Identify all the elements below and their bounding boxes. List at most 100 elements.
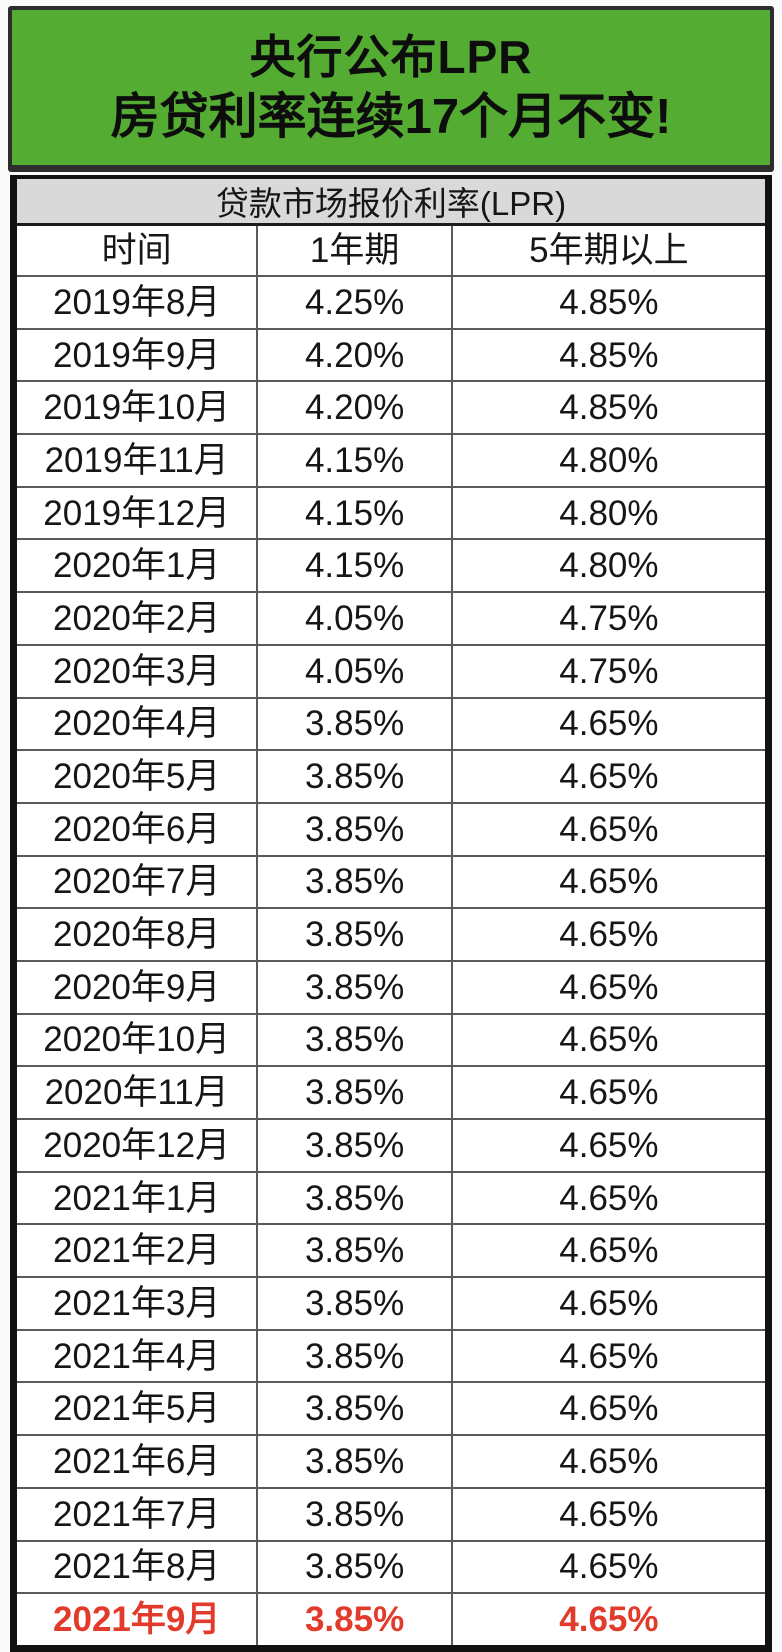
time-cell: 2020年5月 (53, 757, 221, 797)
column-header-1y-rate: 1年期 (256, 226, 450, 275)
rate-5y-cell: 4.65% (450, 1120, 765, 1171)
table-row: 2020年8月 3.85% 4.65% (17, 907, 765, 960)
rate-1y-cell: 3.85% (256, 909, 450, 960)
time-cell: 2019年10月 (43, 388, 231, 428)
rate-5y-cell: 4.65% (450, 1383, 765, 1435)
time-cell: 2020年3月 (53, 651, 221, 691)
time-cell: 2020年1月 (53, 546, 221, 586)
rate-1y-cell: 4.05% (256, 645, 450, 697)
table-row: 2021年6月 3.85% 4.65% (17, 1434, 765, 1487)
rate-5y-cell: 4.65% (450, 1278, 765, 1329)
time-cell: 2020年4月 (53, 704, 221, 744)
rate-5y-cell: 4.65% (450, 1225, 765, 1277)
rate-1y-cell: 3.85% (256, 1594, 450, 1645)
table-row: 2020年10月 3.85% 4.65% (17, 1012, 765, 1066)
table-row: 2020年3月 4.05% 4.75% (17, 643, 765, 697)
time-cell: 2021年4月 (53, 1336, 221, 1376)
rate-1y-cell: 4.15% (256, 540, 450, 592)
column-header-5y-rate: 5年期以上 (450, 226, 765, 275)
time-cell: 2021年1月 (53, 1178, 221, 1218)
rate-1y-cell: 3.85% (256, 1067, 450, 1118)
rate-5y-cell: 4.85% (450, 382, 765, 434)
table-row: 2020年4月 3.85% 4.65% (17, 696, 765, 750)
rate-1y-cell: 3.85% (256, 1278, 450, 1329)
rate-5y-cell: 4.65% (450, 961, 765, 1013)
time-cell: 2019年12月 (43, 493, 231, 533)
table-row: 2021年8月 3.85% 4.65% (17, 1539, 765, 1593)
rate-1y-cell: 4.25% (256, 277, 450, 328)
table-row: 2020年6月 3.85% 4.65% (17, 801, 765, 855)
rate-1y-cell: 3.85% (256, 1488, 450, 1540)
table-row: 2021年5月 3.85% 4.65% (17, 1381, 765, 1435)
rate-1y-cell: 3.85% (256, 1541, 450, 1593)
rate-5y-cell: 4.75% (450, 645, 765, 697)
rate-1y-cell: 3.85% (256, 961, 450, 1013)
rate-1y-cell: 4.20% (256, 329, 450, 381)
time-cell: 2020年11月 (44, 1073, 229, 1113)
time-cell: 2021年3月 (53, 1283, 221, 1323)
rate-1y-cell: 3.85% (256, 1172, 450, 1224)
table-header-row: 时间 1年期 5年期以上 (17, 226, 765, 275)
time-cell: 2019年11月 (44, 440, 229, 480)
time-cell: 2019年9月 (53, 335, 221, 375)
lpr-table: 贷款市场报价利率(LPR) 时间 1年期 5年期以上 2019年8月 4.25% 4… (10, 175, 772, 1652)
rate-1y-cell: 3.85% (256, 1383, 450, 1435)
time-cell: 2021年2月 (53, 1231, 221, 1271)
rate-1y-cell: 3.85% (256, 1225, 450, 1277)
time-cell: 2020年2月 (53, 598, 221, 638)
table-row: 2020年11月 3.85% 4.65% (17, 1065, 765, 1118)
time-cell: 2019年8月 (53, 282, 221, 322)
time-cell: 2020年7月 (53, 862, 221, 902)
rate-1y-cell: 3.85% (256, 1014, 450, 1066)
table-row: 2020年9月 3.85% 4.65% (17, 959, 765, 1013)
rate-5y-cell: 4.65% (450, 1541, 765, 1593)
table-row: 2020年2月 4.05% 4.75% (17, 591, 765, 644)
rate-5y-cell: 4.75% (450, 593, 765, 644)
rate-5y-cell: 4.80% (450, 435, 765, 486)
rate-5y-cell: 4.80% (450, 487, 765, 539)
rate-1y-cell: 3.85% (256, 856, 450, 908)
rate-5y-cell: 4.85% (450, 329, 765, 381)
rate-5y-cell: 4.65% (450, 803, 765, 855)
table-row: 2021年2月 3.85% 4.65% (17, 1223, 765, 1277)
time-cell: 2020年6月 (53, 809, 221, 849)
rate-5y-cell: 4.65% (450, 856, 765, 908)
rate-1y-cell: 3.85% (256, 698, 450, 750)
rate-5y-cell: 4.65% (450, 909, 765, 960)
rate-5y-cell: 4.65% (450, 1172, 765, 1224)
time-cell: 2021年6月 (53, 1441, 221, 1481)
rate-5y-cell: 4.65% (450, 1436, 765, 1487)
time-cell: 2020年9月 (53, 967, 221, 1007)
table-title: 贷款市场报价利率(LPR) (17, 179, 765, 226)
rate-5y-cell: 4.65% (450, 751, 765, 802)
table-row: 2020年5月 3.85% 4.65% (17, 749, 765, 802)
time-cell: 2020年10月 (43, 1020, 231, 1060)
time-cell: 2021年9月 (53, 1600, 221, 1640)
table-row: 2020年12月 3.85% 4.65% (17, 1118, 765, 1171)
table-row: 2019年9月 4.20% 4.85% (17, 327, 765, 381)
rate-5y-cell: 4.65% (450, 1330, 765, 1382)
rate-1y-cell: 4.15% (256, 487, 450, 539)
rate-5y-cell: 4.65% (450, 1014, 765, 1066)
table-row: 2019年8月 4.25% 4.85% (17, 275, 765, 328)
table-row: 2021年3月 3.85% 4.65% (17, 1276, 765, 1329)
rate-1y-cell: 3.85% (256, 803, 450, 855)
time-cell: 2021年5月 (53, 1389, 221, 1429)
rate-1y-cell: 4.15% (256, 435, 450, 486)
rate-1y-cell: 3.85% (256, 751, 450, 802)
time-cell: 2021年8月 (53, 1547, 221, 1587)
headline-line-2: 房贷利率连续17个月不变! (110, 89, 672, 144)
headline-banner: 央行公布LPR 房贷利率连续17个月不变! (8, 6, 774, 172)
rate-5y-cell: 4.65% (450, 1067, 765, 1118)
rate-1y-cell: 3.85% (256, 1436, 450, 1487)
rate-1y-cell: 4.05% (256, 593, 450, 644)
column-header-time: 时间 (101, 231, 172, 270)
rate-5y-cell: 4.80% (450, 540, 765, 592)
table-row: 2021年4月 3.85% 4.65% (17, 1328, 765, 1382)
table-row: 2019年11月 4.15% 4.80% (17, 433, 765, 486)
time-cell: 2020年8月 (53, 915, 221, 955)
table-row: 2021年7月 3.85% 4.65% (17, 1486, 765, 1540)
table-row: 2021年1月 3.85% 4.65% (17, 1170, 765, 1224)
table-row: 2020年7月 3.85% 4.65% (17, 854, 765, 908)
table-row: 2020年1月 4.15% 4.80% (17, 538, 765, 592)
